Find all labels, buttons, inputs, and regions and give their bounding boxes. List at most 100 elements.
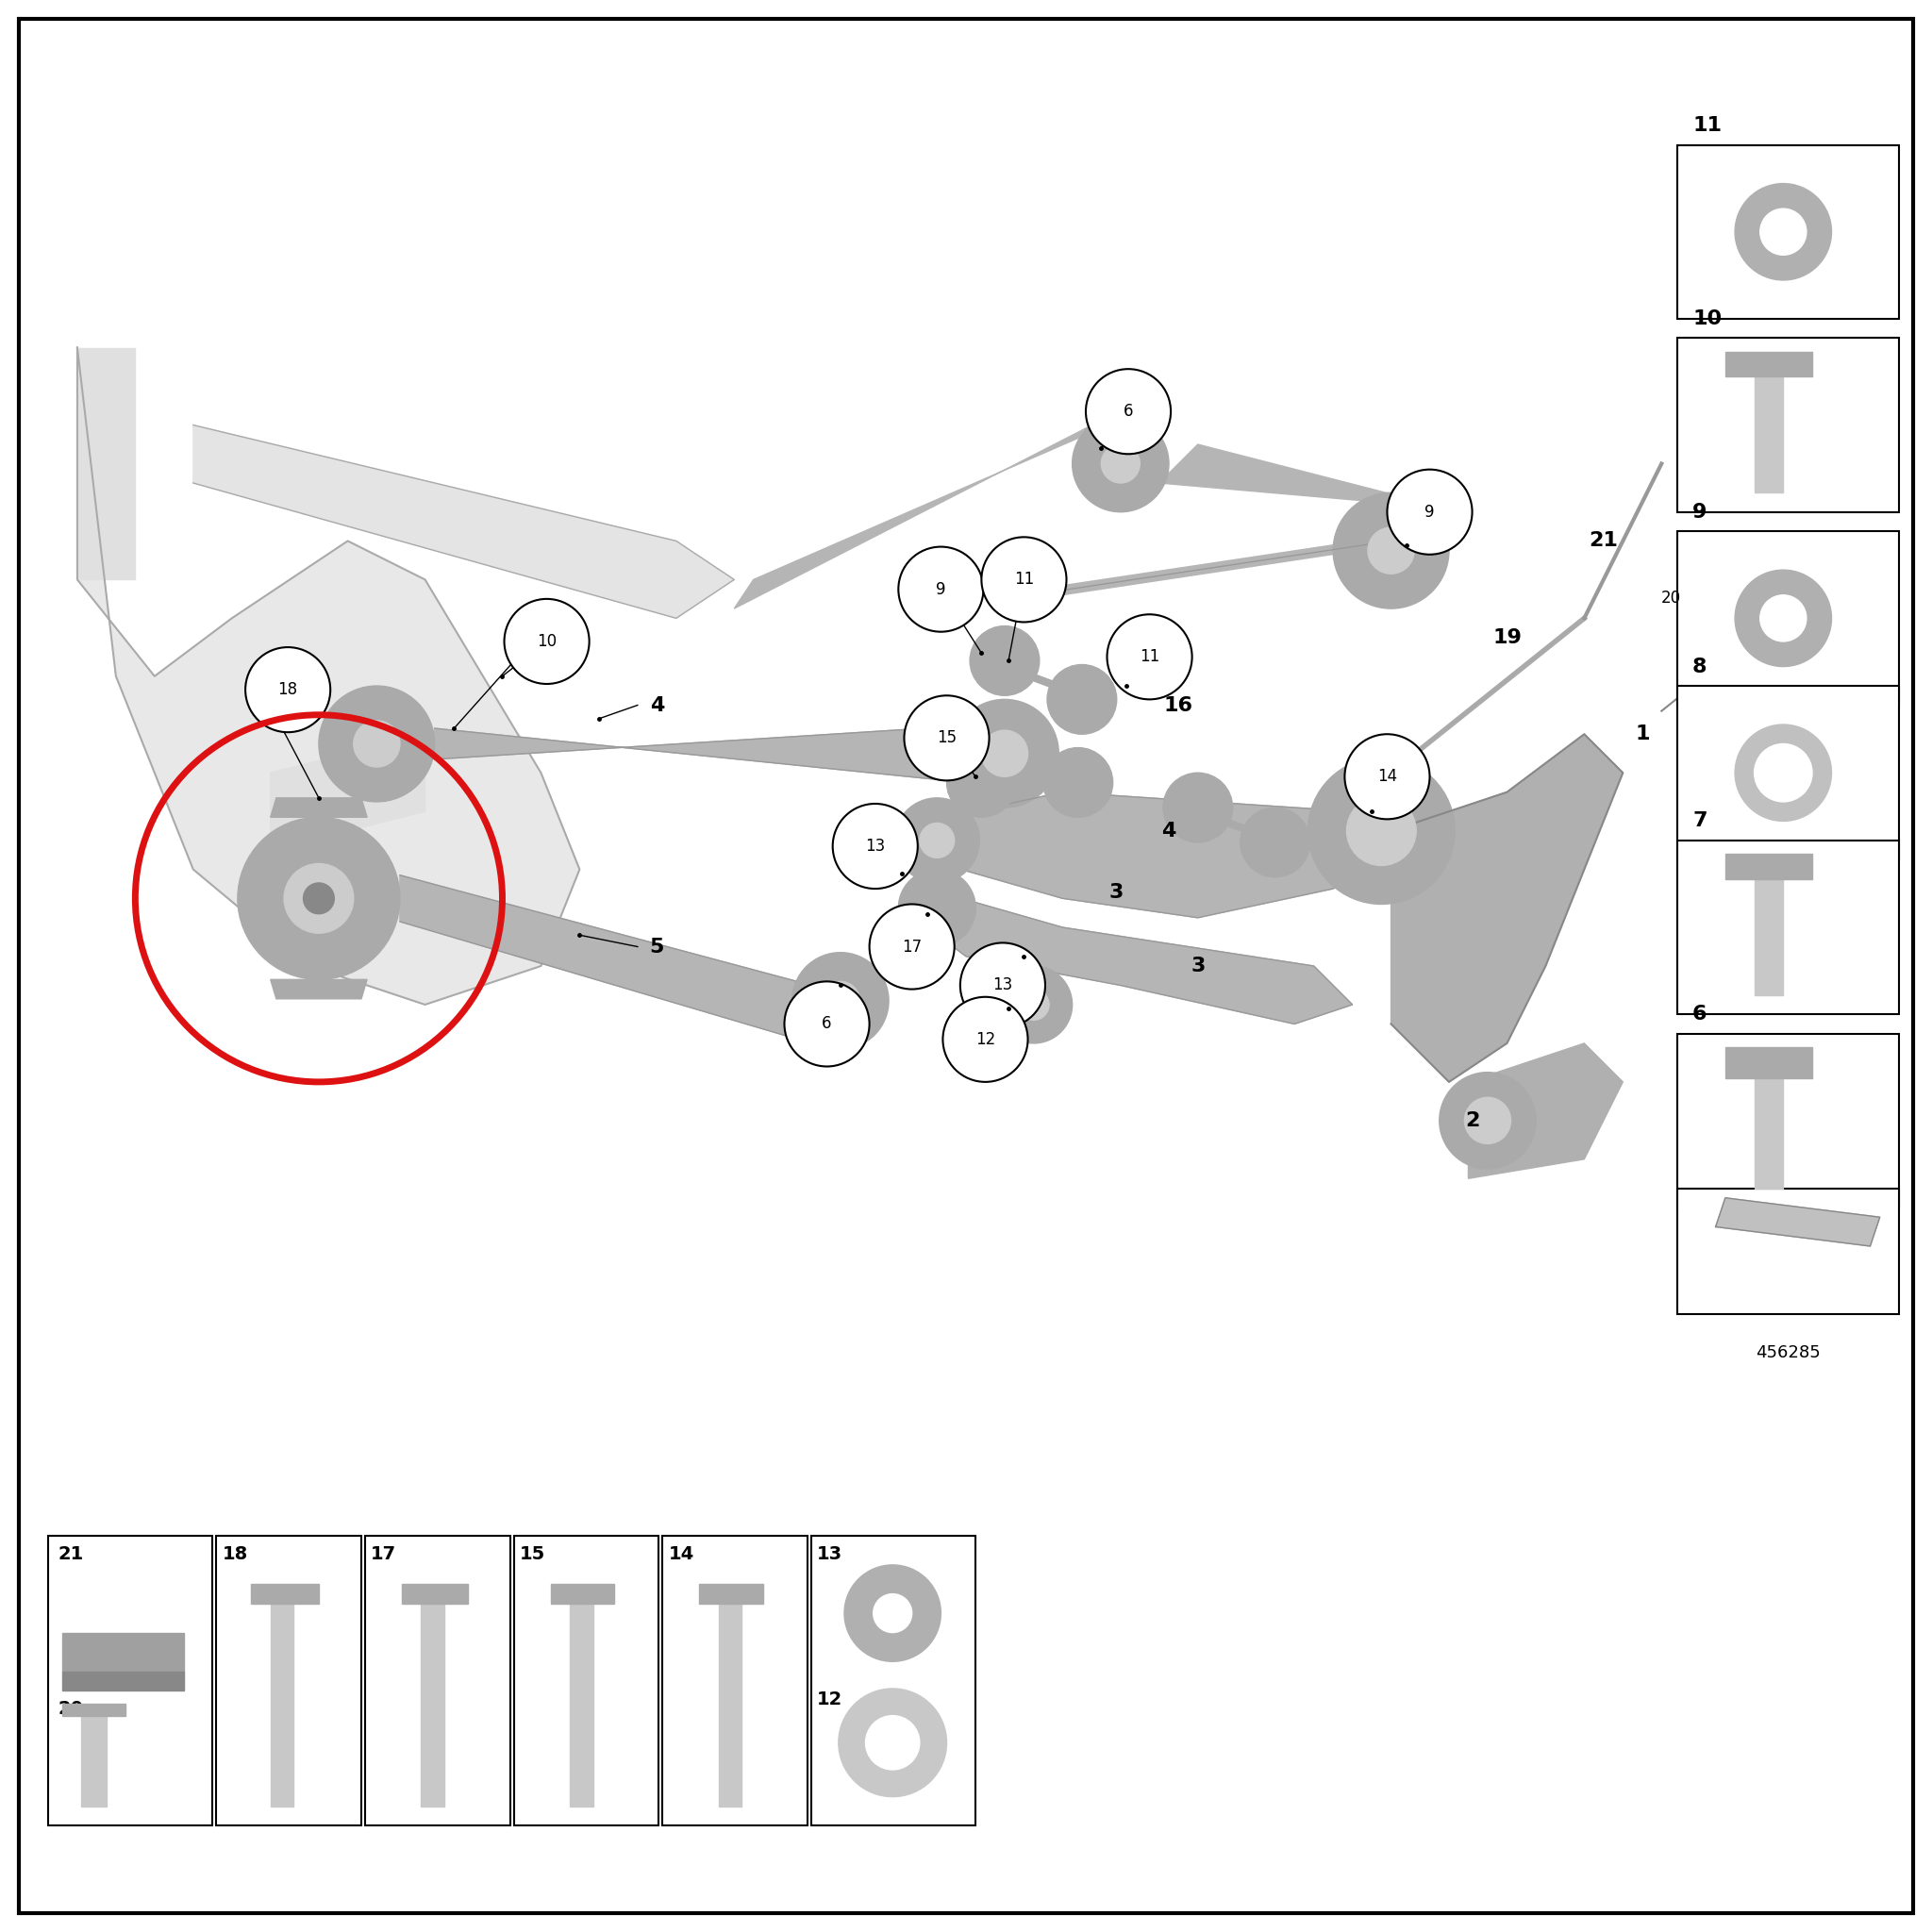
Text: 18: 18 xyxy=(222,1546,247,1563)
Text: 11: 11 xyxy=(1140,649,1159,665)
Circle shape xyxy=(1368,527,1414,574)
Circle shape xyxy=(960,943,1045,1028)
Text: 14: 14 xyxy=(668,1546,694,1563)
Circle shape xyxy=(319,686,435,802)
Circle shape xyxy=(981,537,1066,622)
Polygon shape xyxy=(62,1704,126,1716)
Circle shape xyxy=(1439,1072,1536,1169)
Polygon shape xyxy=(734,415,1130,609)
Text: 13: 13 xyxy=(993,978,1012,993)
Circle shape xyxy=(1347,796,1416,866)
Text: 13: 13 xyxy=(866,838,885,854)
Circle shape xyxy=(895,798,980,883)
Text: 9: 9 xyxy=(935,582,947,597)
FancyBboxPatch shape xyxy=(663,1536,808,1826)
Polygon shape xyxy=(193,425,734,618)
Text: 18: 18 xyxy=(278,682,298,697)
Text: 15: 15 xyxy=(520,1546,545,1563)
Polygon shape xyxy=(1391,734,1623,1082)
Circle shape xyxy=(951,699,1059,808)
FancyBboxPatch shape xyxy=(1677,338,1899,512)
Circle shape xyxy=(1072,415,1169,512)
Circle shape xyxy=(784,981,869,1066)
Circle shape xyxy=(981,730,1028,777)
Polygon shape xyxy=(421,1594,444,1806)
Text: 5: 5 xyxy=(649,937,665,956)
Text: 14: 14 xyxy=(1378,769,1397,784)
Circle shape xyxy=(838,1689,947,1797)
Polygon shape xyxy=(77,348,580,1005)
Text: 6: 6 xyxy=(1122,404,1134,419)
Polygon shape xyxy=(1754,1053,1783,1188)
Circle shape xyxy=(1101,444,1140,483)
Text: 9: 9 xyxy=(1424,504,1435,520)
Polygon shape xyxy=(927,792,1391,918)
Circle shape xyxy=(1464,1097,1511,1144)
Text: 13: 13 xyxy=(817,1546,842,1563)
Circle shape xyxy=(1760,209,1806,255)
FancyBboxPatch shape xyxy=(1677,1034,1899,1208)
Text: 456285: 456285 xyxy=(1756,1345,1820,1360)
Circle shape xyxy=(792,952,889,1049)
Text: 20: 20 xyxy=(58,1700,83,1718)
Circle shape xyxy=(1163,773,1233,842)
Text: 2: 2 xyxy=(1464,1111,1480,1130)
Circle shape xyxy=(238,817,400,980)
FancyBboxPatch shape xyxy=(514,1536,659,1826)
Circle shape xyxy=(943,997,1028,1082)
Circle shape xyxy=(995,966,1072,1043)
Text: 6: 6 xyxy=(1692,1005,1708,1024)
Circle shape xyxy=(245,647,330,732)
Text: 16: 16 xyxy=(1163,696,1194,715)
Circle shape xyxy=(284,864,354,933)
Polygon shape xyxy=(551,1584,614,1604)
FancyBboxPatch shape xyxy=(1677,686,1899,860)
Circle shape xyxy=(866,1716,920,1770)
Polygon shape xyxy=(1725,352,1812,377)
Circle shape xyxy=(947,748,1016,817)
Text: 21: 21 xyxy=(1588,531,1619,551)
Circle shape xyxy=(898,547,983,632)
Text: 9: 9 xyxy=(1692,502,1708,522)
Polygon shape xyxy=(719,1594,742,1806)
Polygon shape xyxy=(435,724,1024,782)
Circle shape xyxy=(1240,808,1310,877)
Text: 3: 3 xyxy=(1109,883,1124,902)
Polygon shape xyxy=(1725,854,1812,879)
Circle shape xyxy=(354,721,400,767)
Text: 17: 17 xyxy=(371,1546,396,1563)
Text: 10: 10 xyxy=(1692,309,1721,328)
Polygon shape xyxy=(251,1584,319,1604)
Text: 20: 20 xyxy=(1662,589,1681,607)
Circle shape xyxy=(303,883,334,914)
FancyBboxPatch shape xyxy=(216,1536,361,1826)
Text: 4: 4 xyxy=(1161,821,1177,840)
Circle shape xyxy=(904,696,989,781)
FancyBboxPatch shape xyxy=(1677,145,1899,319)
FancyBboxPatch shape xyxy=(1677,531,1899,705)
Circle shape xyxy=(1047,665,1117,734)
Text: 12: 12 xyxy=(976,1032,995,1047)
FancyBboxPatch shape xyxy=(48,1536,213,1826)
Polygon shape xyxy=(77,348,135,580)
Text: 17: 17 xyxy=(902,939,922,954)
Circle shape xyxy=(1086,369,1171,454)
Polygon shape xyxy=(1754,860,1783,995)
Circle shape xyxy=(504,599,589,684)
Text: 12: 12 xyxy=(817,1690,842,1708)
Text: 3: 3 xyxy=(1190,956,1206,976)
FancyBboxPatch shape xyxy=(19,19,1913,1913)
Text: 15: 15 xyxy=(937,730,956,746)
Circle shape xyxy=(844,1565,941,1662)
Text: 6: 6 xyxy=(821,1016,833,1032)
FancyBboxPatch shape xyxy=(811,1536,976,1826)
Text: 7: 7 xyxy=(1692,811,1708,831)
Circle shape xyxy=(1107,614,1192,699)
Polygon shape xyxy=(270,980,367,999)
Polygon shape xyxy=(1468,1043,1623,1179)
Polygon shape xyxy=(270,798,367,817)
Text: 11: 11 xyxy=(1692,116,1721,135)
Text: 19: 19 xyxy=(1492,628,1522,647)
FancyBboxPatch shape xyxy=(365,1536,510,1826)
Circle shape xyxy=(1735,184,1832,280)
